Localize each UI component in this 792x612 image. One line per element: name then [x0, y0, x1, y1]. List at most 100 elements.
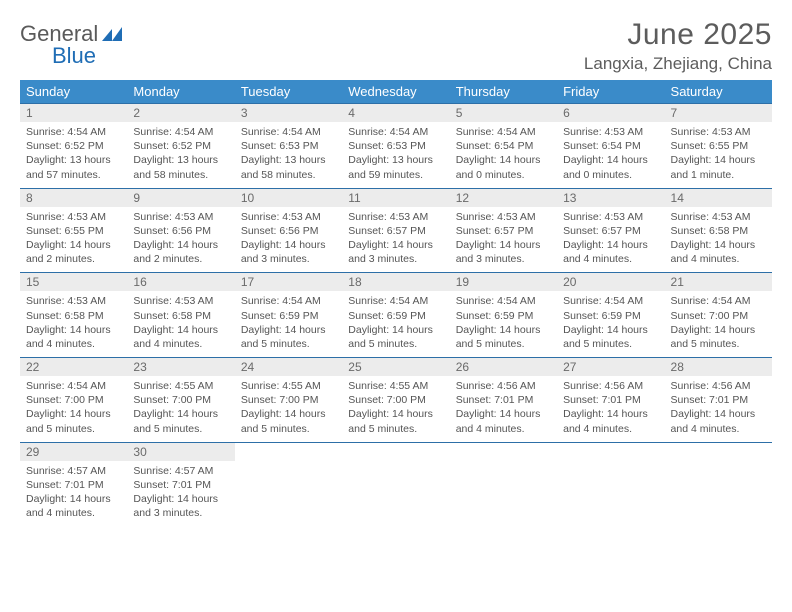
- daylight-line: Daylight: 14 hours and 4 minutes.: [26, 492, 121, 520]
- day-content-cell: [557, 461, 664, 527]
- day-content-cell: Sunrise: 4:54 AMSunset: 7:00 PMDaylight:…: [665, 291, 772, 357]
- sunset-line: Sunset: 6:52 PM: [26, 139, 121, 153]
- sunset-line: Sunset: 6:54 PM: [563, 139, 658, 153]
- sunset-line: Sunset: 7:00 PM: [671, 309, 766, 323]
- day-content-cell: Sunrise: 4:54 AMSunset: 6:53 PMDaylight:…: [342, 122, 449, 188]
- day-number-cell: [557, 442, 664, 461]
- sunset-line: Sunset: 6:57 PM: [456, 224, 551, 238]
- day-number-cell: 4: [342, 104, 449, 123]
- sunset-line: Sunset: 6:57 PM: [348, 224, 443, 238]
- logo-text-blue: Blue: [52, 43, 96, 68]
- day-content-cell: Sunrise: 4:57 AMSunset: 7:01 PMDaylight:…: [127, 461, 234, 527]
- daylight-line: Daylight: 14 hours and 5 minutes.: [348, 407, 443, 435]
- day-number-cell: 9: [127, 188, 234, 207]
- day-content-cell: Sunrise: 4:53 AMSunset: 6:58 PMDaylight:…: [665, 207, 772, 273]
- sunset-line: Sunset: 7:01 PM: [133, 478, 228, 492]
- sunset-line: Sunset: 7:00 PM: [241, 393, 336, 407]
- day-content-cell: Sunrise: 4:53 AMSunset: 6:55 PMDaylight:…: [20, 207, 127, 273]
- daylight-line: Daylight: 13 hours and 57 minutes.: [26, 153, 121, 181]
- day-number-cell: 26: [450, 358, 557, 377]
- daylight-line: Daylight: 14 hours and 0 minutes.: [456, 153, 551, 181]
- day-number-cell: [342, 442, 449, 461]
- day-number-row: 22232425262728: [20, 358, 772, 377]
- daylight-line: Daylight: 14 hours and 4 minutes.: [456, 407, 551, 435]
- month-title: June 2025: [584, 18, 772, 52]
- day-number-cell: 3: [235, 104, 342, 123]
- day-content-row: Sunrise: 4:53 AMSunset: 6:55 PMDaylight:…: [20, 207, 772, 273]
- sunset-line: Sunset: 6:55 PM: [671, 139, 766, 153]
- sunrise-line: Sunrise: 4:55 AM: [241, 379, 336, 393]
- daylight-line: Daylight: 14 hours and 5 minutes.: [133, 407, 228, 435]
- sunrise-line: Sunrise: 4:56 AM: [671, 379, 766, 393]
- sunset-line: Sunset: 6:58 PM: [26, 309, 121, 323]
- sunrise-line: Sunrise: 4:53 AM: [133, 294, 228, 308]
- day-content-cell: Sunrise: 4:54 AMSunset: 7:00 PMDaylight:…: [20, 376, 127, 442]
- day-number-cell: 28: [665, 358, 772, 377]
- day-number-cell: 17: [235, 273, 342, 292]
- sunset-line: Sunset: 7:00 PM: [26, 393, 121, 407]
- sunrise-line: Sunrise: 4:53 AM: [348, 210, 443, 224]
- calendar-body: 1234567Sunrise: 4:54 AMSunset: 6:52 PMDa…: [20, 104, 772, 527]
- day-number-cell: [665, 442, 772, 461]
- day-content-cell: [235, 461, 342, 527]
- day-content-cell: Sunrise: 4:53 AMSunset: 6:57 PMDaylight:…: [557, 207, 664, 273]
- daylight-line: Daylight: 14 hours and 4 minutes.: [26, 323, 121, 351]
- day-number-cell: 18: [342, 273, 449, 292]
- sunrise-line: Sunrise: 4:54 AM: [348, 125, 443, 139]
- sunrise-line: Sunrise: 4:53 AM: [26, 294, 121, 308]
- daylight-line: Daylight: 14 hours and 3 minutes.: [133, 492, 228, 520]
- day-number-cell: [450, 442, 557, 461]
- location-label: Langxia, Zhejiang, China: [584, 54, 772, 74]
- sunrise-line: Sunrise: 4:56 AM: [456, 379, 551, 393]
- daylight-line: Daylight: 13 hours and 59 minutes.: [348, 153, 443, 181]
- sunrise-line: Sunrise: 4:53 AM: [26, 210, 121, 224]
- sunset-line: Sunset: 6:54 PM: [456, 139, 551, 153]
- day-content-cell: Sunrise: 4:57 AMSunset: 7:01 PMDaylight:…: [20, 461, 127, 527]
- sunrise-line: Sunrise: 4:54 AM: [348, 294, 443, 308]
- day-content-cell: Sunrise: 4:55 AMSunset: 7:00 PMDaylight:…: [127, 376, 234, 442]
- header: General Blue June 2025 Langxia, Zhejiang…: [20, 18, 772, 74]
- daylight-line: Daylight: 14 hours and 3 minutes.: [348, 238, 443, 266]
- day-number-cell: 24: [235, 358, 342, 377]
- daylight-line: Daylight: 14 hours and 1 minute.: [671, 153, 766, 181]
- day-content-cell: Sunrise: 4:54 AMSunset: 6:53 PMDaylight:…: [235, 122, 342, 188]
- sunset-line: Sunset: 6:59 PM: [456, 309, 551, 323]
- sunrise-line: Sunrise: 4:53 AM: [133, 210, 228, 224]
- sunrise-line: Sunrise: 4:54 AM: [26, 125, 121, 139]
- daylight-line: Daylight: 13 hours and 58 minutes.: [133, 153, 228, 181]
- day-number-cell: 25: [342, 358, 449, 377]
- day-content-row: Sunrise: 4:54 AMSunset: 6:52 PMDaylight:…: [20, 122, 772, 188]
- day-content-cell: Sunrise: 4:53 AMSunset: 6:57 PMDaylight:…: [342, 207, 449, 273]
- daylight-line: Daylight: 14 hours and 5 minutes.: [671, 323, 766, 351]
- day-content-cell: Sunrise: 4:53 AMSunset: 6:57 PMDaylight:…: [450, 207, 557, 273]
- daylight-line: Daylight: 14 hours and 5 minutes.: [563, 323, 658, 351]
- day-content-cell: Sunrise: 4:56 AMSunset: 7:01 PMDaylight:…: [665, 376, 772, 442]
- sunset-line: Sunset: 7:01 PM: [456, 393, 551, 407]
- day-content-cell: Sunrise: 4:56 AMSunset: 7:01 PMDaylight:…: [450, 376, 557, 442]
- daylight-line: Daylight: 14 hours and 4 minutes.: [563, 238, 658, 266]
- weekday-sunday: Sunday: [20, 80, 127, 104]
- sunrise-line: Sunrise: 4:56 AM: [563, 379, 658, 393]
- weekday-saturday: Saturday: [665, 80, 772, 104]
- sunset-line: Sunset: 7:01 PM: [26, 478, 121, 492]
- day-number-row: 891011121314: [20, 188, 772, 207]
- day-content-cell: Sunrise: 4:53 AMSunset: 6:55 PMDaylight:…: [665, 122, 772, 188]
- logo-mark-icon: [102, 27, 124, 41]
- sunrise-line: Sunrise: 4:54 AM: [241, 294, 336, 308]
- day-content-cell: Sunrise: 4:54 AMSunset: 6:54 PMDaylight:…: [450, 122, 557, 188]
- day-number-cell: 15: [20, 273, 127, 292]
- day-content-cell: Sunrise: 4:53 AMSunset: 6:58 PMDaylight:…: [127, 291, 234, 357]
- daylight-line: Daylight: 13 hours and 58 minutes.: [241, 153, 336, 181]
- day-number-row: 15161718192021: [20, 273, 772, 292]
- sunset-line: Sunset: 6:59 PM: [241, 309, 336, 323]
- day-number-cell: 19: [450, 273, 557, 292]
- sunrise-line: Sunrise: 4:54 AM: [133, 125, 228, 139]
- sunrise-line: Sunrise: 4:54 AM: [26, 379, 121, 393]
- sunset-line: Sunset: 6:53 PM: [241, 139, 336, 153]
- daylight-line: Daylight: 14 hours and 2 minutes.: [133, 238, 228, 266]
- day-number-cell: 22: [20, 358, 127, 377]
- day-number-cell: 8: [20, 188, 127, 207]
- day-number-cell: 27: [557, 358, 664, 377]
- daylight-line: Daylight: 14 hours and 5 minutes.: [348, 323, 443, 351]
- sunset-line: Sunset: 6:52 PM: [133, 139, 228, 153]
